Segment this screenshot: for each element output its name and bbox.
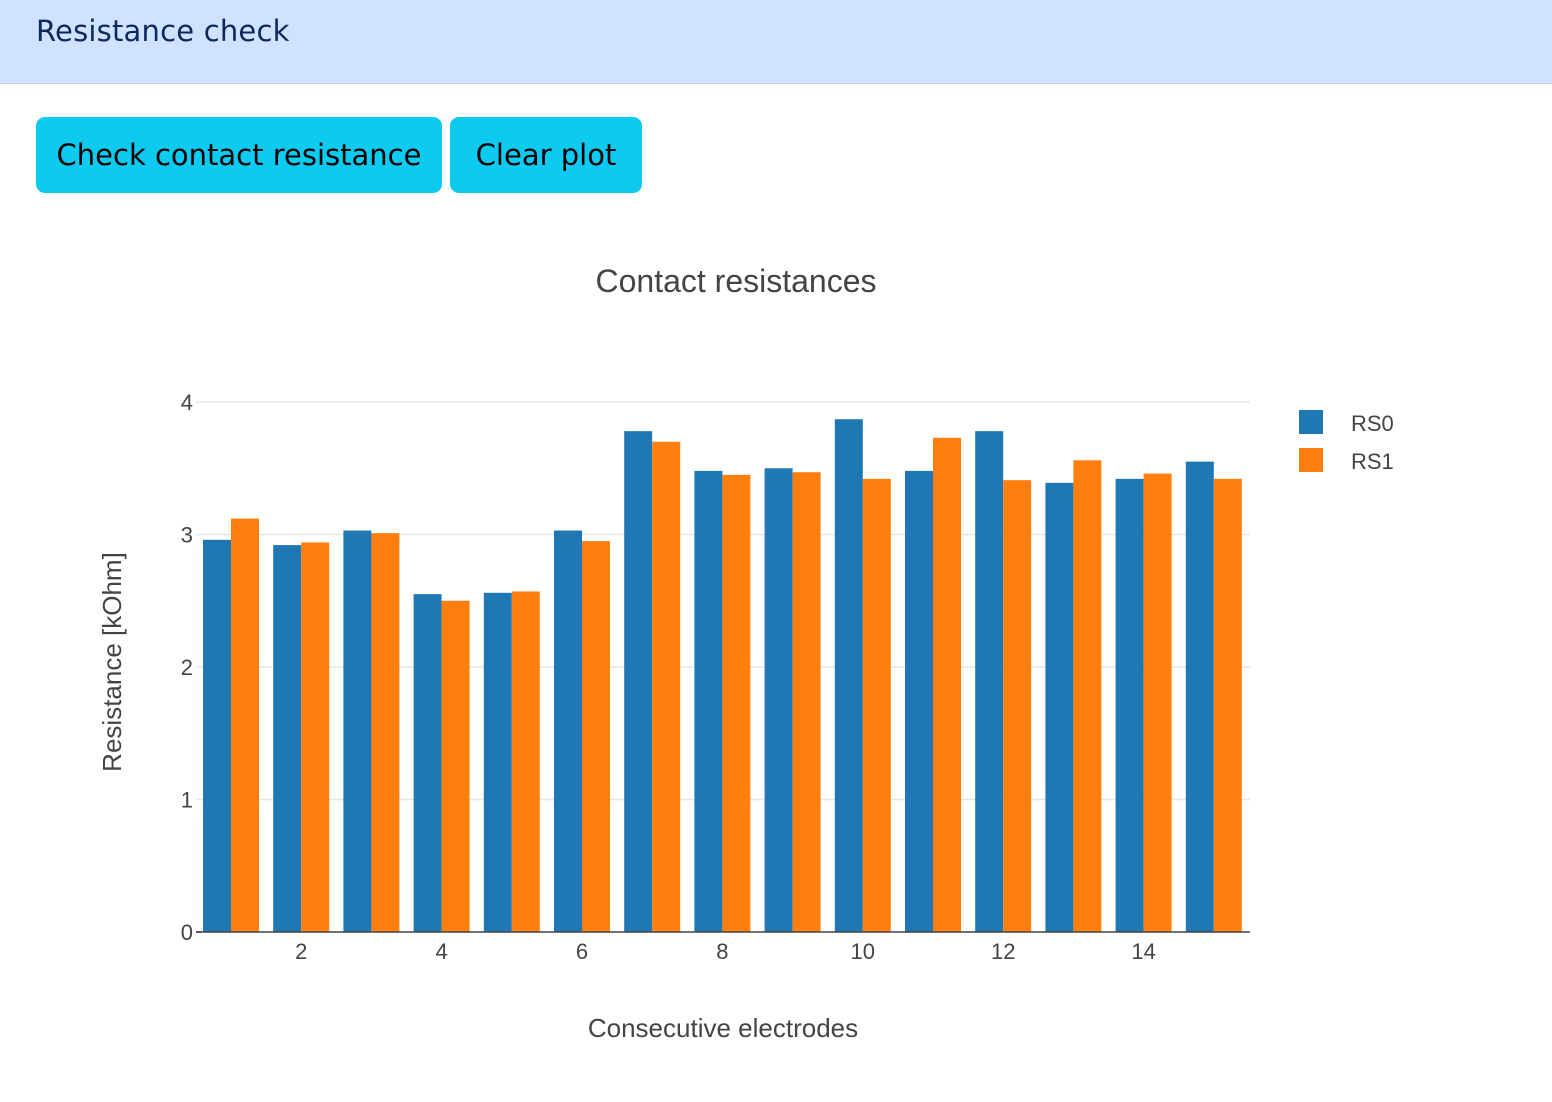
chart-title: Contact resistances [595,263,876,299]
x-tick-label: 8 [716,939,728,964]
bar-rs0-5 [483,592,512,932]
chart-legend: RS0 RS1 [1299,410,1394,474]
x-tick-label: 6 [576,939,588,964]
chart-bars [203,419,1242,933]
bar-rs0-6 [554,530,582,932]
bar-rs1-10 [862,478,891,932]
bar-rs0-12 [975,431,1004,932]
bar-rs1-8 [722,474,751,932]
x-axis-label: Consecutive electrodes [588,1013,858,1043]
bar-rs0-15 [1185,461,1214,932]
check-contact-resistance-button[interactable]: Check contact resistance [36,117,442,193]
y-tick-label: 3 [181,523,193,548]
x-tick-label: 10 [851,939,875,964]
bar-rs1-5 [511,591,540,932]
bar-rs1-4 [441,600,470,932]
x-tick-label: 12 [991,939,1015,964]
x-axis-ticks: 2 4 6 8 10 12 14 [295,939,1156,964]
legend-label-rs0: RS0 [1351,411,1394,436]
y-axis-ticks: 0 1 2 3 4 [181,390,193,945]
bar-rs0-10 [834,419,863,933]
y-tick-label: 2 [181,655,193,680]
bar-rs0-11 [905,470,933,932]
bar-rs0-8 [694,470,723,932]
bar-rs0-1 [203,539,231,932]
bar-rs1-14 [1143,473,1172,932]
clear-plot-button[interactable]: Clear plot [450,117,642,193]
bar-rs1-12 [1003,480,1032,932]
y-tick-label: 0 [181,920,193,945]
x-tick-label: 2 [295,939,307,964]
bar-rs1-6 [582,541,610,932]
legend-swatch-rs1 [1299,448,1323,472]
bar-rs0-2 [273,545,302,932]
bar-rs1-15 [1213,478,1242,932]
y-tick-label: 4 [181,390,193,415]
bar-rs0-3 [343,530,372,932]
bar-rs0-9 [764,468,793,932]
legend-swatch-rs0 [1299,410,1323,434]
bar-rs0-13 [1045,482,1074,932]
bar-rs0-7 [624,431,653,932]
y-tick-label: 1 [181,788,193,813]
bar-rs1-7 [652,441,681,932]
x-tick-label: 14 [1131,939,1155,964]
bar-rs1-3 [371,533,400,932]
app-header: Resistance check [0,0,1552,84]
bar-rs1-11 [933,437,961,932]
x-tick-label: 4 [435,939,447,964]
y-axis-label: Resistance [kOhm] [97,552,127,772]
bar-rs1-1 [231,518,259,932]
bar-rs1-13 [1073,460,1102,932]
bar-rs0-4 [413,594,442,932]
bar-rs0-14 [1115,478,1144,932]
bar-rs1-9 [792,472,821,932]
bar-rs1-2 [301,542,330,932]
page-title: Resistance check [36,14,290,48]
legend-label-rs1: RS1 [1351,449,1394,474]
